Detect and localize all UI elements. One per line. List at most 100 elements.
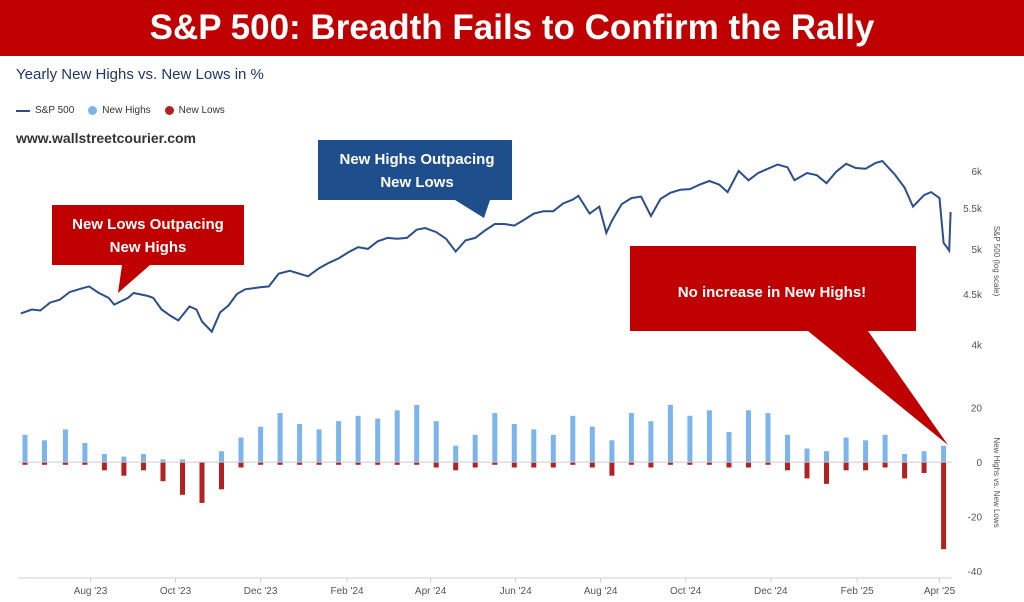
new-lows-bar-32 xyxy=(648,462,654,468)
new-highs-bar-24 xyxy=(492,413,498,463)
new-lows-bar-24 xyxy=(492,462,498,465)
new-highs-bar-39 xyxy=(785,434,790,462)
new-lows-bar-7 xyxy=(160,462,166,482)
new-highs-bar-12 xyxy=(258,426,264,463)
new-highs-bar-11 xyxy=(238,437,244,463)
new-highs-bar-36 xyxy=(726,432,732,463)
legend: S&P 500 New Highs New Lows xyxy=(16,105,225,116)
new-highs-bar-13 xyxy=(277,413,283,463)
new-highs-bar-45 xyxy=(902,453,908,463)
new-lows-bar-29 xyxy=(589,462,595,468)
callout-no-increase-box xyxy=(630,246,948,445)
x-tick-label-6: Aug '24 xyxy=(584,586,618,597)
new-highs-bar-15 xyxy=(316,429,322,463)
new-highs-bar-5 xyxy=(121,456,127,462)
new-highs-bar-27 xyxy=(550,434,556,462)
legend-swatch-new-highs xyxy=(88,106,98,115)
new-highs-bar-30 xyxy=(609,440,615,463)
breadth-tick-3: -40 xyxy=(968,567,983,578)
breadth-tick-1: 0 xyxy=(976,458,982,469)
new-lows-bar-22 xyxy=(453,462,459,471)
new-lows-bar-2 xyxy=(62,462,68,465)
legend-item-new-highs[interactable]: New Highs xyxy=(88,105,151,116)
new-highs-bar-41 xyxy=(824,451,829,463)
callout-lows-line2: New Highs xyxy=(110,239,187,256)
new-lows-bar-6 xyxy=(141,462,146,471)
legend-label-new-lows: New Lows xyxy=(178,105,225,116)
x-tick-label-7: Oct '24 xyxy=(670,586,702,597)
new-highs-bar-16 xyxy=(336,421,342,462)
new-lows-bar-43 xyxy=(863,462,869,471)
new-highs-bar-20 xyxy=(414,404,420,463)
breadth-tick-2: -20 xyxy=(968,513,983,524)
new-lows-bar-33 xyxy=(667,462,673,465)
x-tick-label-3: Feb '24 xyxy=(330,586,363,597)
new-lows-bar-13 xyxy=(277,462,283,465)
sp500-line xyxy=(20,159,952,334)
new-lows-bar-23 xyxy=(472,462,478,468)
new-lows-bar-26 xyxy=(531,462,537,468)
new-lows-bar-46 xyxy=(921,462,927,473)
new-highs-bar-29 xyxy=(589,426,595,463)
new-highs-bar-31 xyxy=(628,413,634,463)
new-highs-bar-10 xyxy=(219,451,224,463)
x-tick-label-10: Apr '25 xyxy=(924,586,956,597)
new-highs-bar-37 xyxy=(746,410,751,462)
new-lows-bar-17 xyxy=(355,462,361,465)
new-lows-bar-45 xyxy=(902,462,908,479)
website-url: www.wallstreetcourier.com xyxy=(16,130,196,146)
x-tick-label-0: Aug '23 xyxy=(74,586,108,597)
x-tick-label-5: Jun '24 xyxy=(500,586,532,597)
new-highs-bar-38 xyxy=(765,413,771,463)
new-lows-bar-39 xyxy=(785,462,790,471)
new-highs-bar-4 xyxy=(101,453,107,463)
new-lows-bar-12 xyxy=(258,462,264,465)
new-highs-bar-34 xyxy=(687,415,693,463)
new-highs-bar-44 xyxy=(882,434,888,462)
x-tick-label-9: Feb '25 xyxy=(841,586,874,597)
callout-no-increase-text: No increase in New Highs! xyxy=(678,284,866,301)
legend-item-new-lows[interactable]: New Lows xyxy=(164,105,225,116)
sp500-tick-2: 5k xyxy=(971,245,983,256)
new-lows-bar-15 xyxy=(316,462,322,465)
new-highs-bar-43 xyxy=(863,440,869,463)
new-lows-bar-9 xyxy=(199,462,205,503)
new-lows-bar-27 xyxy=(550,462,556,468)
new-highs-bar-32 xyxy=(648,421,654,462)
breadth-tick-0: 20 xyxy=(971,404,983,415)
callout-lows-box xyxy=(52,205,244,293)
callout-highs-line2: New Lows xyxy=(380,174,453,191)
new-highs-bar-0 xyxy=(22,434,28,462)
new-lows-bar-47 xyxy=(941,462,947,550)
new-highs-bar-17 xyxy=(355,415,361,463)
breadth-axis-label: New Highs vs. New Lows xyxy=(992,437,1001,527)
new-highs-bar-47 xyxy=(941,445,947,462)
new-lows-bar-36 xyxy=(726,462,732,468)
new-lows-bar-40 xyxy=(804,462,810,479)
new-lows-bar-16 xyxy=(336,462,342,465)
new-highs-bar-3 xyxy=(82,443,88,463)
new-lows-bar-31 xyxy=(628,462,634,465)
legend-item-sp500[interactable]: S&P 500 xyxy=(16,105,74,116)
new-highs-bar-25 xyxy=(511,424,517,463)
new-lows-bar-18 xyxy=(375,462,381,465)
new-lows-bar-3 xyxy=(82,462,88,465)
new-lows-bar-21 xyxy=(433,462,439,468)
new-highs-bar-18 xyxy=(375,418,381,463)
new-highs-bar-35 xyxy=(706,410,712,462)
new-highs-bar-14 xyxy=(297,424,303,463)
sp500-tick-1: 4.5k xyxy=(963,290,983,301)
sp500-axis-label: S&P 500 (log scale) xyxy=(992,226,1001,297)
new-highs-bar-2 xyxy=(62,429,68,463)
x-tick-label-1: Oct '23 xyxy=(160,586,192,597)
new-lows-bar-20 xyxy=(414,462,420,465)
sp500-tick-3: 5.5k xyxy=(963,204,983,215)
new-lows-bar-10 xyxy=(219,462,224,490)
new-lows-bar-38 xyxy=(765,462,771,465)
chart-subtitle: Yearly New Highs vs. New Lows in % xyxy=(16,66,264,83)
new-lows-bar-11 xyxy=(238,462,244,468)
new-lows-bar-34 xyxy=(687,462,693,465)
new-highs-bar-33 xyxy=(667,404,673,463)
new-lows-bar-41 xyxy=(824,462,829,484)
x-tick-label-8: Dec '24 xyxy=(754,586,788,597)
